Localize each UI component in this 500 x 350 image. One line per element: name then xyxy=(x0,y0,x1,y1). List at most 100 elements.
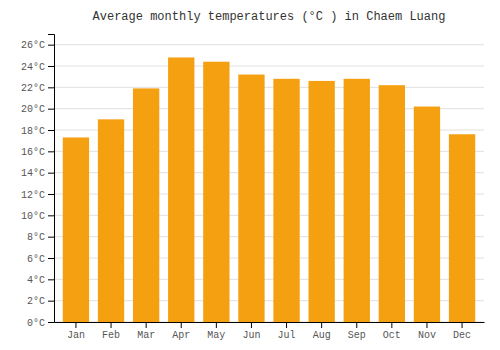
y-tick-label: 20°C xyxy=(21,104,45,115)
x-tick-label: Jan xyxy=(67,330,85,341)
bar xyxy=(63,137,89,322)
y-tick-label: 16°C xyxy=(21,147,45,158)
x-tick: Oct xyxy=(383,322,401,341)
bar xyxy=(98,119,124,322)
x-tick: Jul xyxy=(278,322,296,341)
grid-line xyxy=(54,87,484,88)
x-tick-mark xyxy=(181,322,182,328)
x-tick: Aug xyxy=(313,322,331,341)
x-tick: Jun xyxy=(242,322,260,341)
x-tick-mark xyxy=(321,322,322,328)
x-tick: May xyxy=(207,322,225,341)
x-tick-mark xyxy=(286,322,287,328)
y-tick: 8°C xyxy=(27,232,54,243)
x-tick-label: Jun xyxy=(242,330,260,341)
y-tick: 14°C xyxy=(21,168,54,179)
x-tick: Dec xyxy=(453,322,471,341)
y-tick-label: 14°C xyxy=(21,168,45,179)
bar xyxy=(344,79,370,322)
y-tick-label: 4°C xyxy=(27,275,45,286)
x-tick-label: Apr xyxy=(172,330,190,341)
y-tick-mark xyxy=(48,258,54,259)
x-axis: Jan Feb Mar Apr May Jun Jul Aug Sep Oct Nov Dec xyxy=(55,322,485,341)
x-tick: Sep xyxy=(348,322,366,341)
x-tick-label: Jul xyxy=(278,330,296,341)
x-tick-label: Dec xyxy=(453,330,471,341)
chart: 0°C 2°C 4°C 6°C 8°C 10°C 12°C 14°C 16°C 18°C 20°C 2… xyxy=(0,0,500,350)
x-tick-label: Oct xyxy=(383,330,401,341)
x-tick-mark xyxy=(356,322,357,328)
y-tick-mark xyxy=(48,301,54,302)
x-tick-label: Mar xyxy=(137,330,155,341)
x-tick: Jan xyxy=(67,322,85,341)
bar xyxy=(273,79,299,322)
bar xyxy=(379,85,405,322)
x-tick: Mar xyxy=(137,322,155,341)
x-tick-mark xyxy=(146,322,147,328)
x-tick: Nov xyxy=(418,322,436,341)
y-tick: 0°C xyxy=(27,318,54,329)
y-tick-mark xyxy=(48,130,54,131)
title: Average monthly temperatures (°C ) in Ch… xyxy=(93,10,446,24)
x-tick: Apr xyxy=(172,322,190,341)
y-tick: 2°C xyxy=(27,296,54,307)
x-tick-mark xyxy=(251,322,252,328)
y-tick-label: 12°C xyxy=(21,190,45,201)
x-tick-mark xyxy=(391,322,392,328)
x-tick-mark xyxy=(216,322,217,328)
x-tick-label: Sep xyxy=(348,330,366,341)
bar xyxy=(168,57,194,322)
y-tick: 20°C xyxy=(21,104,54,115)
y-tick: 10°C xyxy=(21,211,54,222)
bar xyxy=(133,88,159,322)
y-tick-label: 6°C xyxy=(27,254,45,265)
plot: 0°C 2°C 4°C 6°C 8°C 10°C 12°C 14°C 16°C 18°C 20°C 2… xyxy=(21,35,485,342)
y-tick-mark xyxy=(48,66,54,67)
y-tick: 18°C xyxy=(21,126,54,137)
y-tick: 24°C xyxy=(21,62,54,73)
y-tick-mark xyxy=(48,322,54,323)
y-tick-label: 24°C xyxy=(21,62,45,73)
y-tick-label: 18°C xyxy=(21,126,45,137)
y-tick: 4°C xyxy=(27,275,54,286)
y-tick: 6°C xyxy=(27,254,54,265)
bars xyxy=(63,57,475,322)
y-tick: 22°C xyxy=(21,83,54,94)
bar xyxy=(203,62,229,322)
y-tick-label: 2°C xyxy=(27,296,45,307)
y-tick-label: 26°C xyxy=(21,40,45,51)
y-tick-mark xyxy=(48,194,54,195)
y-tick-mark xyxy=(48,109,54,110)
bar xyxy=(414,107,440,322)
x-tick-mark xyxy=(426,322,427,328)
grid xyxy=(54,45,484,322)
x-tick-mark xyxy=(75,322,76,328)
y-tick-mark xyxy=(48,237,54,238)
bar xyxy=(238,75,264,322)
bar xyxy=(449,134,475,322)
grid-line xyxy=(54,66,484,67)
y-tick: 26°C xyxy=(21,40,54,51)
x-tick-mark xyxy=(462,322,463,328)
y-tick-label: 22°C xyxy=(21,83,45,94)
y-tick-label: 8°C xyxy=(27,232,45,243)
y-tick-label: 0°C xyxy=(27,318,45,329)
x-tick-label: Nov xyxy=(418,330,436,341)
y-axis: 0°C 2°C 4°C 6°C 8°C 10°C 12°C 14°C 16°C 18°C 20°C 2… xyxy=(21,35,55,329)
y-tick: 16°C xyxy=(21,147,54,158)
x-tick-mark xyxy=(111,322,112,328)
y-tick-mark xyxy=(48,45,54,46)
y-tick-mark xyxy=(48,215,54,216)
y-tick-mark xyxy=(48,173,54,174)
x-tick-label: May xyxy=(207,330,225,341)
x-tick-label: Feb xyxy=(102,330,120,341)
y-tick-mark xyxy=(48,151,54,152)
y-tick-mark xyxy=(48,87,54,88)
x-axis-line xyxy=(55,322,485,323)
bar xyxy=(308,81,334,322)
y-tick-mark xyxy=(48,279,54,280)
x-tick: Feb xyxy=(102,322,120,341)
y-tick-label: 10°C xyxy=(21,211,45,222)
x-tick-label: Aug xyxy=(313,330,331,341)
y-tick: 12°C xyxy=(21,190,54,201)
